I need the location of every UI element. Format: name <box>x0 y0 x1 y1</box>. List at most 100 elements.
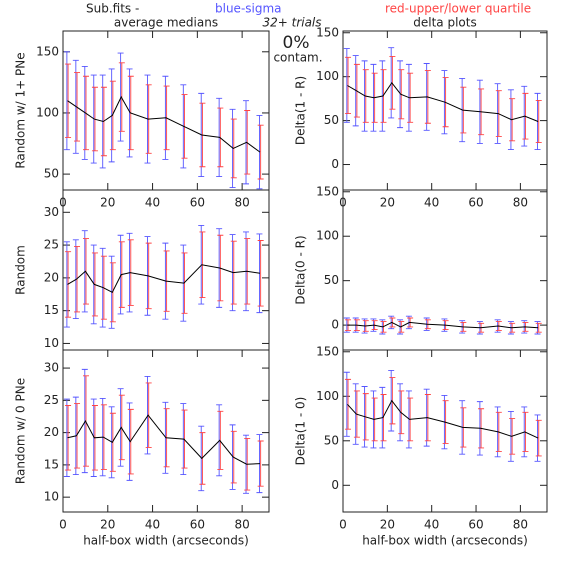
x-tick-label: 40 <box>145 518 160 532</box>
y-axis-label: Delta(0 - R) <box>294 235 308 304</box>
y-tick-label: 0 <box>331 478 339 492</box>
error-bar <box>535 99 542 144</box>
x-tick-label: 0 <box>339 518 347 532</box>
header-prefix: Sub.fits - <box>86 2 139 16</box>
error-bar <box>118 62 125 132</box>
y-tick-label: 50 <box>44 167 59 181</box>
y-tick-label: 20 <box>44 425 59 439</box>
y-tick-label: 100 <box>36 105 59 119</box>
x-tick-label: 20 <box>380 518 395 532</box>
x-tick-label: 80 <box>234 196 249 210</box>
error-bar <box>126 68 133 158</box>
y-tick-label: 50 <box>324 113 339 127</box>
y-tick-label: 100 <box>316 389 339 403</box>
error-bar <box>535 322 542 333</box>
error-bar <box>257 240 264 307</box>
error-bar <box>63 51 70 151</box>
x-tick-label: 60 <box>190 196 205 210</box>
y-tick-label: 150 <box>316 344 339 358</box>
error-bar <box>535 419 542 457</box>
error-bar <box>127 408 134 475</box>
error-bar <box>397 60 404 129</box>
panel-title: delta plots <box>413 16 476 30</box>
y-tick-label: 0 <box>331 318 339 332</box>
y-tick-label: 30 <box>44 205 59 219</box>
error-bar <box>343 48 350 123</box>
data-line <box>67 414 261 465</box>
error-bar <box>217 410 224 470</box>
error-bar <box>118 394 125 461</box>
contamination-label: contam. <box>273 51 322 65</box>
x-tick-label: 60 <box>190 518 205 532</box>
y-axis-label: Delta(1 - 0) <box>294 397 308 466</box>
y-tick-label: 20 <box>44 270 59 284</box>
error-bar <box>388 370 395 432</box>
error-bar <box>63 398 70 477</box>
x-tick-label: 80 <box>513 518 528 532</box>
data-line <box>67 264 261 293</box>
error-bar <box>343 317 350 333</box>
y-axis-label: Random <box>14 245 28 295</box>
y-tick-label: 10 <box>44 490 59 504</box>
legend-sigma: blue-sigma <box>215 2 282 16</box>
y-tick-label: 150 <box>316 184 339 198</box>
panel-frame <box>62 349 270 513</box>
data-line <box>347 81 539 122</box>
x-axis-label: half-box width (arcseconds) <box>362 534 528 548</box>
trials-note: 32+ trials <box>262 16 321 30</box>
y-axis-label: Delta(1 - R) <box>294 76 308 145</box>
y-tick-label: 50 <box>324 273 339 287</box>
legend-quartile: red-upper/lower quartile <box>385 2 531 16</box>
error-bar <box>380 69 387 123</box>
error-bar <box>257 440 264 487</box>
y-tick-label: 0 <box>331 157 339 171</box>
x-tick-label: 60 <box>468 518 483 532</box>
data-line <box>347 321 539 329</box>
error-bar <box>397 383 404 442</box>
y-tick-label: 150 <box>316 25 339 39</box>
x-tick-label: 40 <box>145 196 160 210</box>
data-line <box>347 399 539 439</box>
contamination: 0% <box>283 33 310 53</box>
y-tick-label: 150 <box>36 44 59 58</box>
error-bar <box>117 234 124 315</box>
y-axis-label: Random w/ 1+ PNe <box>14 52 28 168</box>
y-tick-label: 30 <box>44 361 59 375</box>
error-bar <box>144 376 151 455</box>
x-tick-label: 40 <box>424 518 439 532</box>
y-tick-label: 50 <box>324 433 339 447</box>
panel-frame <box>342 349 548 513</box>
x-tick-label: 0 <box>59 518 67 532</box>
error-bar <box>380 394 387 442</box>
x-tick-label: 80 <box>513 196 528 210</box>
data-line <box>67 95 261 153</box>
x-tick-label: 20 <box>100 518 115 532</box>
x-tick-label: 20 <box>100 196 115 210</box>
error-bar <box>74 403 81 469</box>
y-tick-label: 25 <box>44 238 59 252</box>
error-bar <box>82 375 89 467</box>
x-tick-label: 60 <box>468 196 483 210</box>
y-tick-label: 100 <box>316 69 339 83</box>
error-bar <box>126 402 133 481</box>
y-tick-label: 25 <box>44 393 59 407</box>
y-tick-label: 15 <box>44 303 59 317</box>
panel-title: average medians <box>114 16 218 30</box>
error-bar <box>63 241 70 328</box>
error-bar <box>109 80 116 151</box>
x-axis-label: half-box width (arcseconds) <box>83 534 249 548</box>
x-tick-label: 40 <box>424 196 439 210</box>
y-tick-label: 15 <box>44 457 59 471</box>
error-bar <box>257 124 264 180</box>
x-tick-label: 20 <box>380 196 395 210</box>
error-bar <box>229 424 236 490</box>
y-axis-label: Random w/ 0 PNe <box>14 378 28 484</box>
error-bar <box>343 371 350 437</box>
y-tick-label: 100 <box>316 229 339 243</box>
error-bar <box>81 368 88 474</box>
x-tick-label: 80 <box>234 518 249 532</box>
error-bar <box>117 388 124 467</box>
y-tick-label: 10 <box>44 336 59 350</box>
error-bar <box>117 52 124 142</box>
